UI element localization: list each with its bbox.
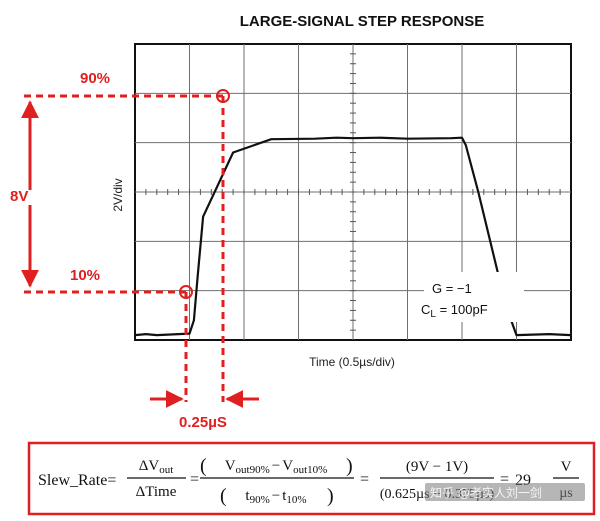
point-90-marker — [216, 89, 230, 103]
formula-box — [27, 441, 596, 516]
slew-rate-formula: Slew_Rate= ΔVout ΔTime = ( Vout90% − Vout1… — [27, 441, 596, 516]
paren-close-bottom: ) — [327, 485, 334, 507]
watermark-backdrop — [425, 483, 585, 501]
gain-label: G = −1 — [432, 281, 472, 296]
fraction2-numerator: Vout90% − Vout10% — [225, 458, 328, 476]
fraction1-denominator: ΔTime — [136, 484, 177, 500]
y-axis-label: 2V/div — [111, 178, 125, 211]
formula-lhs: Slew_Rate= — [38, 472, 116, 489]
fraction2-denominator: t90% − t10% — [245, 488, 306, 506]
paren-open-bottom: ( — [220, 485, 227, 507]
minor-ticks — [145, 53, 561, 331]
slew-annotations: 90% 10% 8V 0.25µS — [10, 70, 259, 431]
conditions-backdrop — [424, 272, 524, 322]
label-delta-time: 0.25µS — [179, 414, 227, 431]
load-capacitance-label: CL = 100pF — [421, 302, 488, 320]
label-90-percent: 90% — [80, 70, 110, 87]
equals-1: = — [190, 471, 199, 488]
fraction3-numerator: (9V − 1V) — [406, 459, 468, 475]
paren-open-top: ( — [200, 455, 207, 477]
chart-title: LARGE-SIGNAL STEP RESPONSE — [240, 13, 485, 30]
fraction1-numerator: ΔVout — [139, 458, 174, 476]
paren-close-top: ) — [346, 455, 353, 477]
equals-3: = — [500, 471, 509, 488]
label-10-percent: 10% — [70, 267, 100, 284]
equals-2: = — [360, 471, 369, 488]
label-8v: 8V — [10, 188, 28, 205]
unit-numerator: V — [561, 459, 572, 475]
watermark: 知乎 @老实人刘一剑 — [430, 485, 542, 500]
point-10-marker — [179, 285, 193, 299]
x-axis-label: Time (0.5µs/div) — [309, 355, 395, 369]
